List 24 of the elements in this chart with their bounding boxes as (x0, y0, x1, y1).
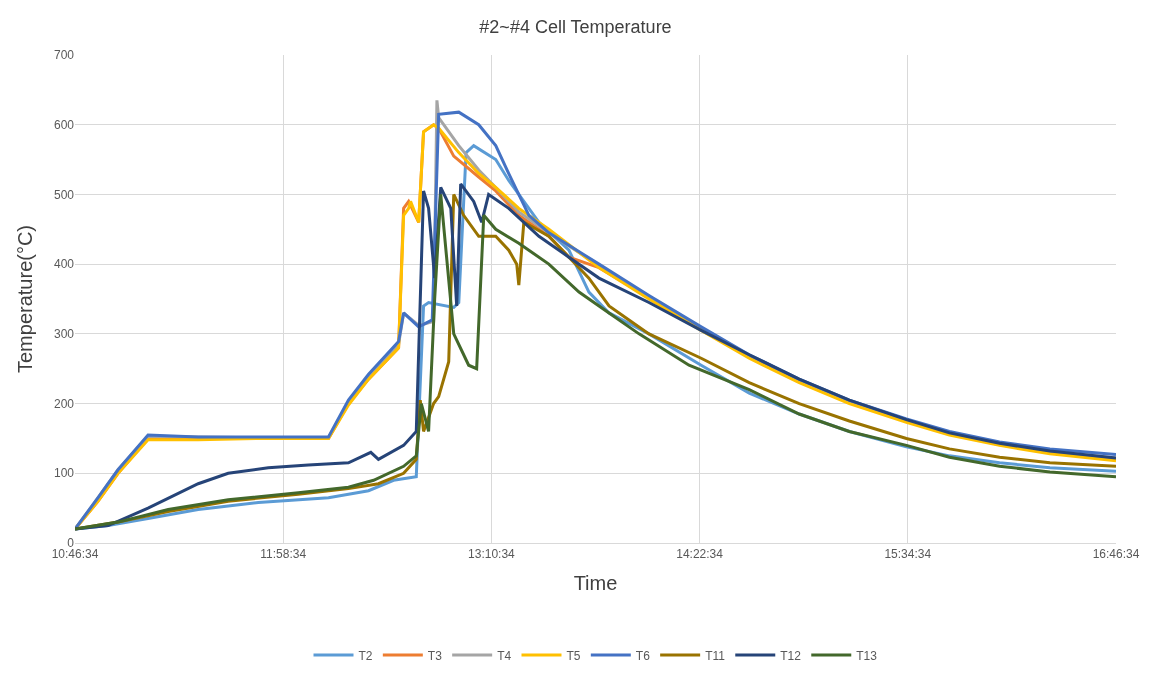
y-tick-label: 100 (53, 466, 75, 481)
x-tick-label: 10:46:34 (51, 547, 99, 562)
x-tick-label: 16:46:34 (1092, 547, 1140, 562)
y-tick-label: 200 (53, 396, 75, 411)
y-axis-title: Temperature(°C) (14, 224, 37, 374)
chart-title: #2~#4 Cell Temperature (479, 17, 672, 38)
x-tick-label: 15:34:34 (884, 547, 932, 562)
legend-label: T5 (566, 648, 581, 663)
x-tick-label: 11:58:34 (260, 547, 307, 562)
legend-label: T11 (705, 648, 726, 663)
legend-label: T13 (856, 648, 878, 663)
x-tick-label: 14:22:34 (676, 547, 724, 562)
legend-label: T12 (780, 648, 802, 663)
legend-label: T6 (635, 648, 651, 663)
y-tick-label: 500 (53, 187, 75, 202)
legend-label: T3 (427, 648, 443, 663)
legend-label: T4 (497, 648, 512, 663)
legend-label: T2 (358, 648, 373, 663)
y-tick-label: 400 (53, 257, 75, 272)
x-axis-title: Time (573, 571, 618, 594)
y-tick-label: 600 (53, 117, 75, 132)
y-tick-label: 700 (53, 48, 75, 63)
x-tick-label: 13:10:34 (468, 547, 516, 562)
y-tick-label: 300 (53, 327, 75, 342)
